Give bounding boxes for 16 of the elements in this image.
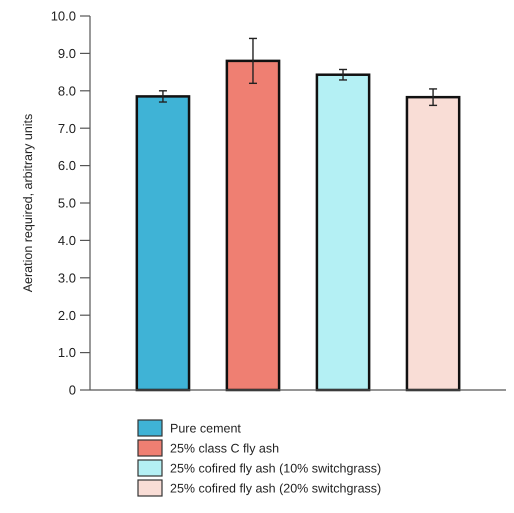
- y-axis-title: Aeration required, arbitrary units: [21, 114, 35, 292]
- legend-label: 25% class C fly ash: [170, 441, 280, 456]
- y-tick-label: 4.0: [58, 232, 76, 248]
- y-tick-label: 3.0: [58, 270, 76, 286]
- y-tick-label: 1.0: [58, 345, 76, 360]
- y-tick-label: 5.0: [58, 196, 76, 211]
- y-tick-label: 9.0: [58, 46, 76, 61]
- legend-label: Pure cement: [170, 421, 242, 436]
- y-tick-label: 2.0: [58, 308, 76, 323]
- y-tick-label: 0: [68, 382, 76, 398]
- y-tick-label: 6.0: [58, 158, 76, 174]
- y-tick-label: 8.0: [58, 83, 76, 98]
- legend-label: 25% cofired fly ash (20% switchgrass): [170, 481, 382, 496]
- legend-label: 25% cofired fly ash (10% switchgrass): [170, 461, 382, 476]
- y-tick-label: 10.0: [50, 8, 76, 24]
- y-tick-label: 7.0: [58, 120, 76, 136]
